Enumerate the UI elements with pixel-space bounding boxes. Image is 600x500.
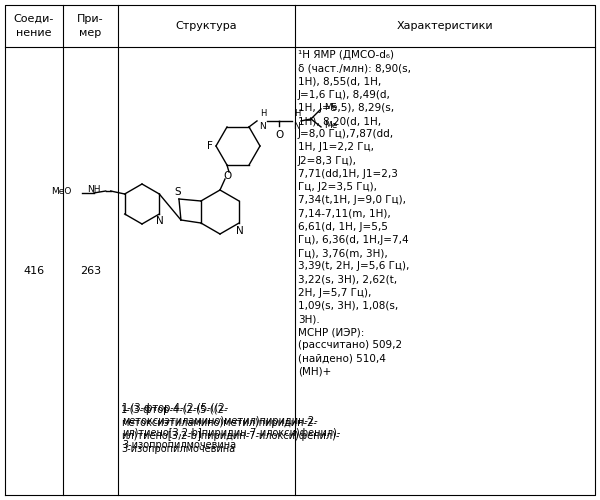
Text: 2H, J=5,7 Гц),: 2H, J=5,7 Гц), xyxy=(298,288,371,298)
Text: мер: мер xyxy=(79,28,101,38)
Text: J=1,6 Гц), 8,49(d,: J=1,6 Гц), 8,49(d, xyxy=(298,90,391,100)
Text: 7,14-7,11(m, 1H),: 7,14-7,11(m, 1H), xyxy=(298,208,391,218)
Text: H: H xyxy=(260,109,266,118)
Text: Гц, J2=3,5 Гц),: Гц, J2=3,5 Гц), xyxy=(298,182,377,192)
Text: 7,71(dd,1H, J1=2,3: 7,71(dd,1H, J1=2,3 xyxy=(298,169,398,179)
Text: 3,39(t, 2H, J=5,6 Гц),: 3,39(t, 2H, J=5,6 Гц), xyxy=(298,261,409,271)
Text: MeO: MeO xyxy=(52,188,71,196)
Text: J=8,0 Гц),7,87(dd,: J=8,0 Гц),7,87(dd, xyxy=(298,129,394,139)
Text: S: S xyxy=(175,187,181,197)
Text: 3-изопропилмочевина: 3-изопропилмочевина xyxy=(121,444,235,454)
Text: При-: При- xyxy=(77,14,104,24)
Text: 263: 263 xyxy=(80,266,101,276)
Text: ¹Н ЯМР (ДМСО-d₆): ¹Н ЯМР (ДМСО-d₆) xyxy=(298,50,394,60)
Text: Гц), 6,36(d, 1H,J=7,4: Гц), 6,36(d, 1H,J=7,4 xyxy=(298,235,409,245)
Text: МСНР (ИЭР):: МСНР (ИЭР): xyxy=(298,327,364,337)
Text: δ (част./млн): 8,90(s,: δ (част./млн): 8,90(s, xyxy=(298,63,411,73)
Text: N: N xyxy=(293,122,301,131)
Text: Гц), 3,76(m, 3H),: Гц), 3,76(m, 3H), xyxy=(298,248,388,258)
Text: Структура: Структура xyxy=(176,21,238,31)
Text: нение: нение xyxy=(16,28,52,38)
Text: Me: Me xyxy=(324,122,337,130)
Text: N: N xyxy=(236,226,244,236)
Text: (МН)+: (МН)+ xyxy=(298,367,331,377)
Text: F: F xyxy=(207,141,213,151)
Text: 6,61(d, 1H, J=5,5: 6,61(d, 1H, J=5,5 xyxy=(298,222,388,232)
Text: 3,22(s, 3H), 2,62(t,: 3,22(s, 3H), 2,62(t, xyxy=(298,274,397,284)
Text: NH: NH xyxy=(87,186,101,194)
Text: H: H xyxy=(294,109,300,118)
Text: Характеристики: Характеристики xyxy=(397,21,493,31)
Text: 1H, J1=2,2 Гц,: 1H, J1=2,2 Гц, xyxy=(298,142,374,152)
Text: O: O xyxy=(224,171,232,181)
Text: ил)тиено[3,2-b]пиридин-7-илокси)фенил)-: ил)тиено[3,2-b]пиридин-7-илокси)фенил)- xyxy=(122,428,340,438)
Text: 1-(3-фтор-4-(2-(5-((2-: 1-(3-фтор-4-(2-(5-((2- xyxy=(122,403,229,413)
Text: метоксиэтиламино)метил)пиридин-2-: метоксиэтиламино)метил)пиридин-2- xyxy=(122,416,318,426)
Text: 1H), 8,20(d, 1H,: 1H), 8,20(d, 1H, xyxy=(298,116,381,126)
Text: Me: Me xyxy=(324,104,337,112)
Text: 1H), 8,55(d, 1H,: 1H), 8,55(d, 1H, xyxy=(298,76,381,86)
Text: N: N xyxy=(157,216,164,226)
Text: ил)тиено[3,2-b]пиридин-7-илокси)фенил)-: ил)тиено[3,2-b]пиридин-7-илокси)фенил)- xyxy=(121,431,340,441)
Text: 1H, J=5,5), 8,29(s,: 1H, J=5,5), 8,29(s, xyxy=(298,103,394,113)
Text: Соеди-: Соеди- xyxy=(14,14,54,24)
Text: 7,34(t,1H, J=9,0 Гц),: 7,34(t,1H, J=9,0 Гц), xyxy=(298,195,406,205)
Text: метоксиэтиламино)метил)пиридин-2-: метоксиэтиламино)метил)пиридин-2- xyxy=(121,418,317,428)
Text: 3H).: 3H). xyxy=(298,314,320,324)
Text: N: N xyxy=(260,122,266,131)
Text: 3-изопропилмочевина: 3-изопропилмочевина xyxy=(122,440,236,450)
Text: (рассчитано) 509,2: (рассчитано) 509,2 xyxy=(298,340,402,350)
Text: 416: 416 xyxy=(23,266,44,276)
Text: (найдено) 510,4: (найдено) 510,4 xyxy=(298,354,386,364)
Text: O: O xyxy=(275,130,283,140)
Text: 1,09(s, 3H), 1,08(s,: 1,09(s, 3H), 1,08(s, xyxy=(298,301,398,311)
Text: J2=8,3 Гц),: J2=8,3 Гц), xyxy=(298,156,357,166)
Text: 1-(3-фтор-4-(2-(5-((2-: 1-(3-фтор-4-(2-(5-((2- xyxy=(121,405,228,415)
